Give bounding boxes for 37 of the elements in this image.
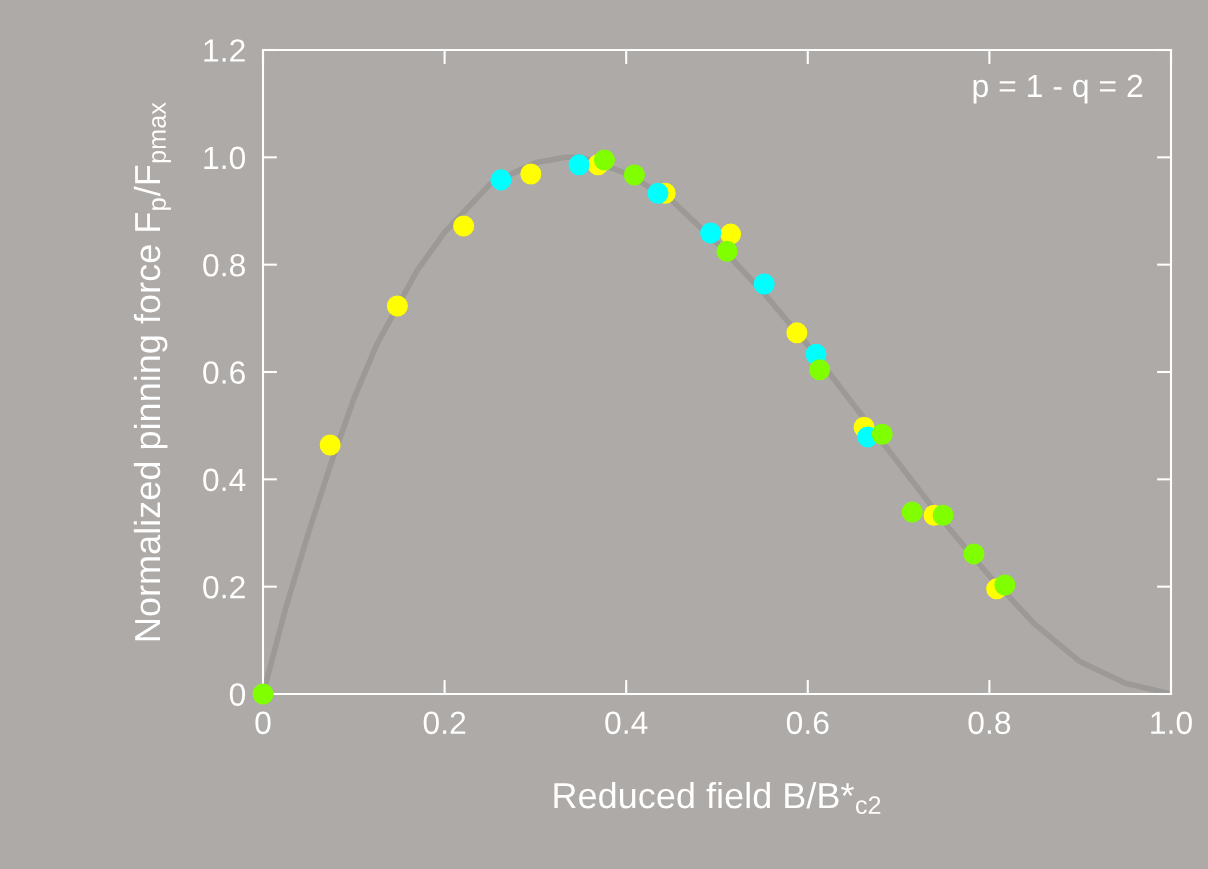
point bbox=[753, 273, 775, 295]
y-tick-label: 0.2 bbox=[203, 575, 245, 599]
point bbox=[490, 169, 512, 191]
point bbox=[901, 501, 923, 523]
point bbox=[386, 295, 408, 317]
annotation: p = 1 - q = 2 bbox=[973, 74, 1143, 104]
point bbox=[453, 215, 475, 237]
point bbox=[716, 240, 738, 262]
x-tick-label: 0.6 bbox=[786, 711, 829, 735]
point bbox=[700, 222, 722, 244]
point bbox=[994, 574, 1016, 596]
point bbox=[871, 423, 893, 445]
point bbox=[786, 322, 808, 344]
point bbox=[932, 504, 954, 526]
y-tick-label: 0.6 bbox=[203, 361, 245, 384]
x-tick-label: 0.2 bbox=[423, 711, 466, 735]
x-tick-label: 1.0 bbox=[1151, 711, 1192, 735]
y-axis-title: Normalized pinning force F$_{p}$/F$_{pmax}$ bbox=[133, 102, 171, 641]
point bbox=[568, 154, 590, 176]
point bbox=[809, 359, 831, 381]
point bbox=[319, 434, 341, 456]
y-tick-label: 0 bbox=[229, 683, 246, 706]
x-tick-label: 0 bbox=[255, 711, 271, 735]
x-tick-label: 0.8 bbox=[968, 711, 1011, 735]
x-tick-label: 0.4 bbox=[605, 711, 648, 735]
y-tick-label: 0.4 bbox=[203, 468, 246, 492]
point bbox=[252, 683, 274, 705]
x-axis-title: Reduced field B/B*$_{c2}$ bbox=[554, 781, 881, 815]
point bbox=[647, 182, 669, 204]
point bbox=[623, 164, 645, 186]
point bbox=[593, 149, 615, 171]
point bbox=[963, 543, 985, 565]
y-tick-label: 1.2 bbox=[204, 39, 245, 62]
point bbox=[520, 163, 542, 185]
y-tick-label: 0.8 bbox=[203, 253, 245, 277]
point bbox=[720, 223, 742, 245]
y-tick-label: 1.0 bbox=[204, 146, 246, 170]
